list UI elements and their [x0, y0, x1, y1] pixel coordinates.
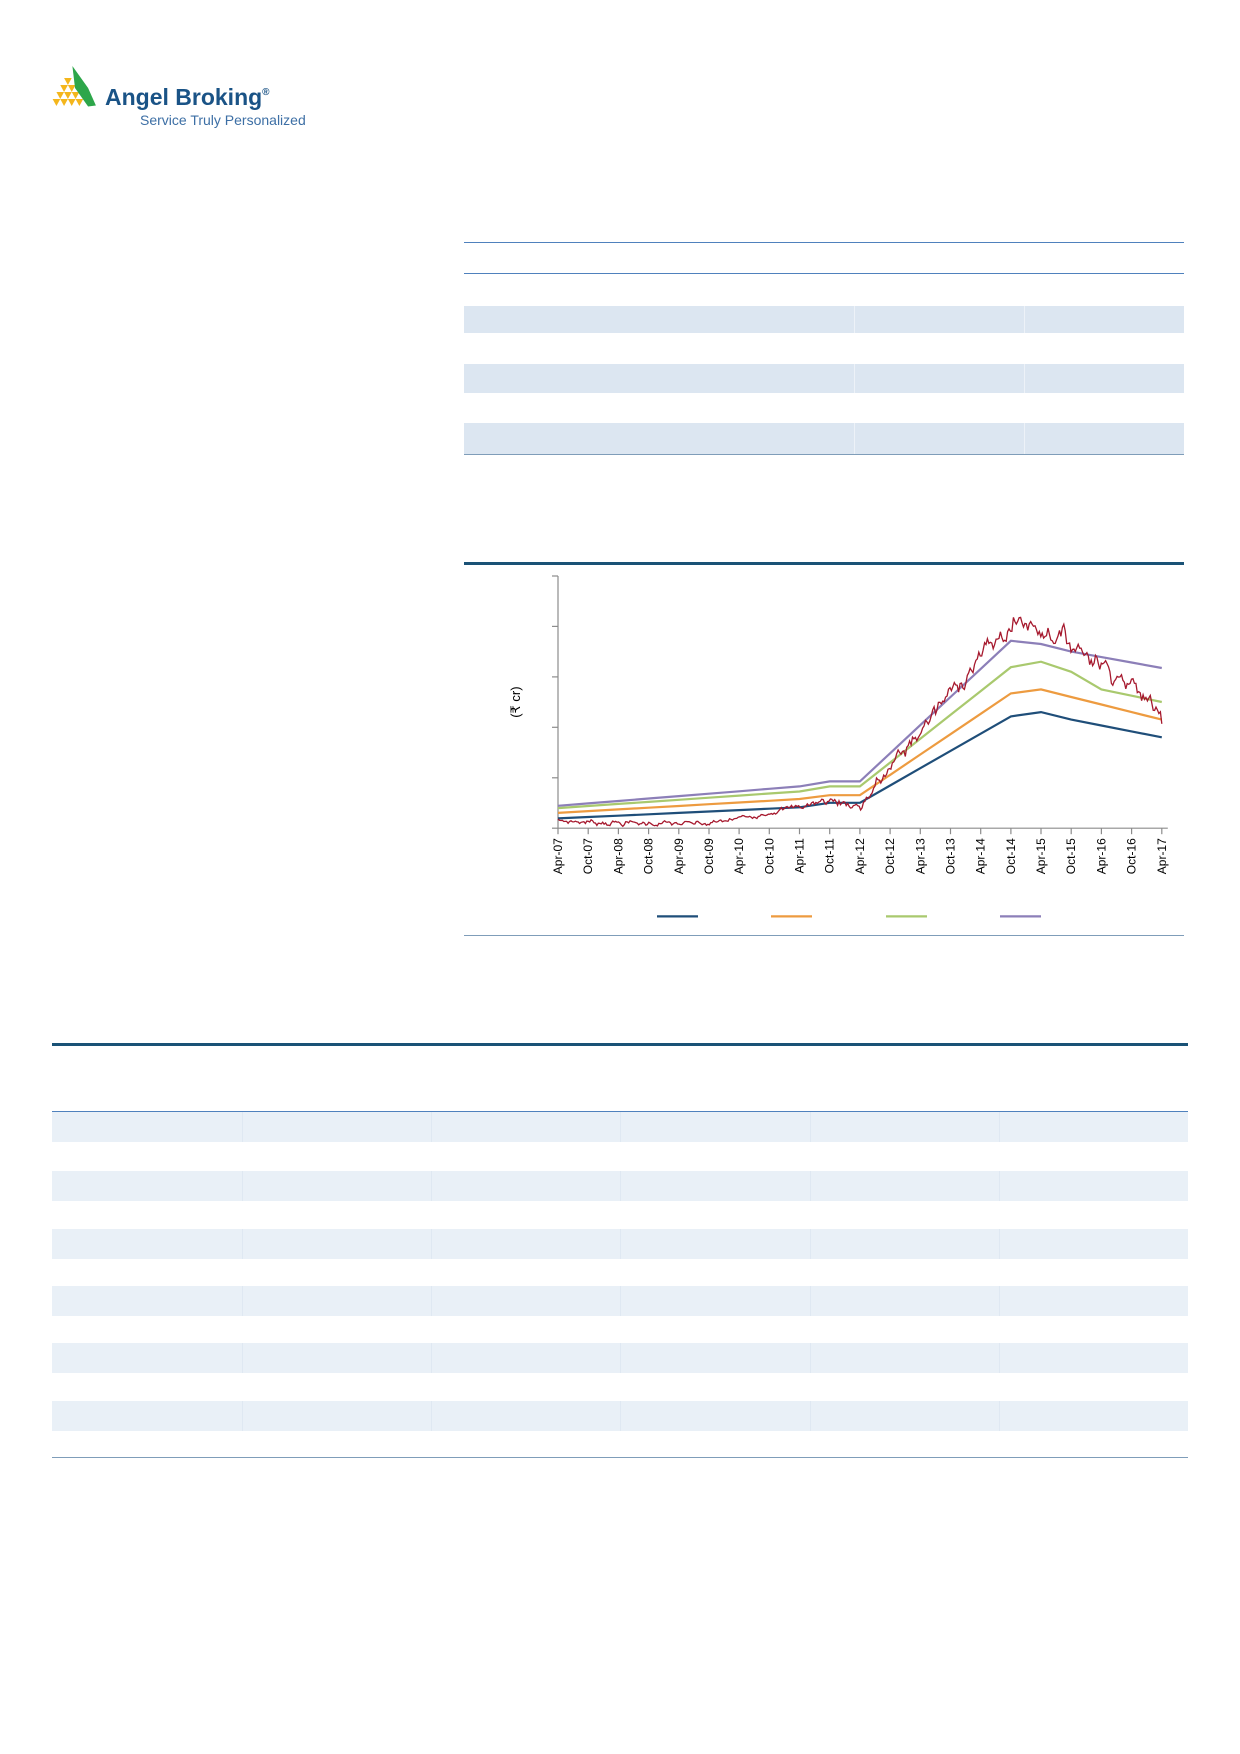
svg-text:(₹ cr): (₹ cr) [508, 686, 523, 717]
svg-text:Apr-09: Apr-09 [672, 838, 686, 874]
svg-text:Apr-11: Apr-11 [793, 838, 807, 873]
svg-text:Apr-14: Apr-14 [974, 838, 988, 874]
svg-text:Apr-17: Apr-17 [1155, 838, 1169, 874]
svg-text:Apr-16: Apr-16 [1094, 838, 1108, 874]
svg-text:Oct-09: Oct-09 [702, 838, 716, 874]
svg-text:Apr-15: Apr-15 [1034, 838, 1048, 874]
svg-text:Oct-16: Oct-16 [1125, 838, 1139, 874]
svg-text:Oct-13: Oct-13 [944, 838, 958, 874]
svg-text:Oct-14: Oct-14 [1004, 838, 1018, 874]
svg-text:Oct-08: Oct-08 [642, 838, 656, 874]
svg-text:Oct-10: Oct-10 [762, 838, 776, 874]
svg-text:Apr-13: Apr-13 [913, 838, 927, 874]
svg-text:Oct-07: Oct-07 [581, 838, 595, 874]
svg-text:Oct-15: Oct-15 [1064, 838, 1078, 874]
svg-text:Apr-12: Apr-12 [853, 838, 867, 874]
svg-text:Apr-08: Apr-08 [611, 838, 625, 874]
svg-text:Apr-10: Apr-10 [732, 838, 746, 874]
svg-text:Oct-11: Oct-11 [823, 838, 837, 873]
svg-text:Apr-07: Apr-07 [551, 838, 565, 874]
svg-text:Oct-12: Oct-12 [883, 838, 897, 874]
